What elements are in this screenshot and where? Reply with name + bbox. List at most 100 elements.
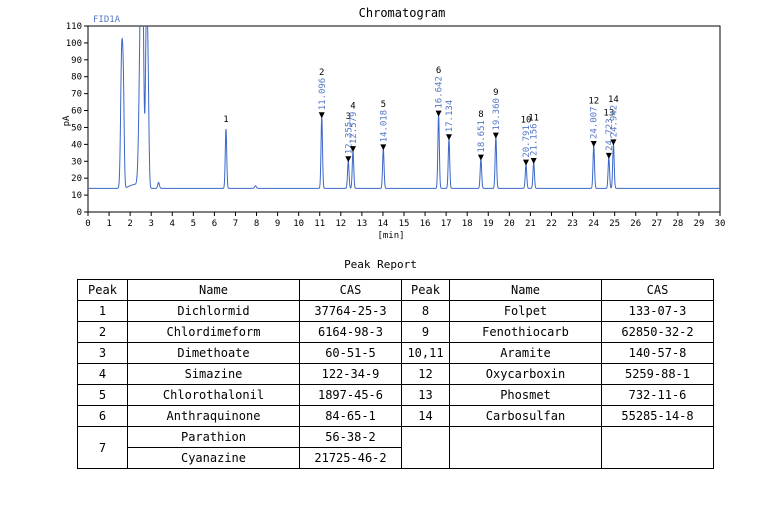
header-peak: Peak bbox=[77, 279, 128, 301]
x-tick-label: 21 bbox=[525, 219, 536, 229]
y-tick-label: 0 bbox=[77, 208, 82, 218]
y-tick-label: 90 bbox=[71, 56, 82, 66]
peak-marker bbox=[435, 110, 442, 117]
x-tick-label: 12 bbox=[335, 219, 346, 229]
x-axis-label: [min] bbox=[377, 231, 404, 241]
cell-peak: 14 bbox=[401, 405, 450, 427]
header-name-2: Name bbox=[449, 279, 602, 301]
peak-rt-label: 12.355 bbox=[344, 122, 354, 155]
peak-number-label: 2 bbox=[319, 68, 324, 78]
x-tick-label: 23 bbox=[567, 219, 578, 229]
y-tick-label: 100 bbox=[66, 39, 82, 49]
chromatogram-chart: Chromatogram FID1A 010203040506070809010… bbox=[62, 6, 725, 241]
x-tick-label: 5 bbox=[191, 219, 196, 229]
cell-cas: 732-11-6 bbox=[601, 384, 714, 406]
x-tick-label: 20 bbox=[504, 219, 515, 229]
cell-cas: 122-34-9 bbox=[299, 363, 402, 385]
peak-report-table: Peak Name CAS Peak Name CAS 1 Dichlormid… bbox=[77, 279, 714, 469]
peak-rt-label: 20.791 bbox=[522, 125, 532, 158]
plot-frame bbox=[87, 25, 721, 213]
table-row: Cyanazine 21725-46-2 bbox=[78, 447, 714, 469]
table-row: 6 Anthraquinone 84-65-1 14 Carbosulfan 5… bbox=[77, 405, 714, 427]
cell-cas: 6164-98-3 bbox=[299, 321, 402, 343]
cell-cas: 37764-25-3 bbox=[299, 300, 402, 322]
header-name: Name bbox=[127, 279, 300, 301]
peak-rt-label: 24.723 bbox=[605, 118, 615, 151]
y-tick-label: 30 bbox=[71, 157, 82, 167]
cell-cas: 56-38-2 bbox=[299, 426, 402, 448]
y-axis: 0 10 20 30 40 50 60 70 80 90 100 110 bbox=[66, 22, 88, 218]
x-tick-label: 25 bbox=[609, 219, 620, 229]
cell-peak: 8 bbox=[401, 300, 450, 322]
x-tick-label: 6 bbox=[212, 219, 217, 229]
peak-number-label: 12 bbox=[588, 97, 599, 107]
table-row: 3 Dimethoate 60-51-5 10,11 Aramite 140-5… bbox=[77, 342, 714, 364]
cell-peak: 7 bbox=[77, 426, 128, 469]
peak-number-label: 13 bbox=[603, 108, 614, 118]
cell-name: Parathion bbox=[127, 426, 300, 448]
peak-marker bbox=[445, 134, 452, 141]
cell-name: Cyanazine bbox=[127, 447, 300, 469]
peak-number-label: 9 bbox=[493, 88, 498, 98]
cell-cas: 21725-46-2 bbox=[299, 447, 402, 469]
x-tick-label: 29 bbox=[694, 219, 705, 229]
cell-peak: 3 bbox=[77, 342, 128, 364]
cell-name: Chlordimeform bbox=[127, 321, 300, 343]
peak-number-label: 10 bbox=[521, 115, 532, 125]
x-tick-label: 26 bbox=[630, 219, 641, 229]
cell-cas: 5259-88-1 bbox=[601, 363, 714, 385]
x-tick-label: 14 bbox=[378, 219, 389, 229]
trace-group bbox=[88, 26, 720, 189]
peak-number-label: 11 bbox=[528, 114, 539, 124]
x-tick-label: 24 bbox=[588, 219, 599, 229]
table-row: 1 Dichlormid 37764-25-3 8 Folpet 133-07-… bbox=[77, 300, 714, 322]
peak-rt-label: 24.942 bbox=[609, 105, 619, 138]
table-row: 7 Parathion 56-38-2 bbox=[77, 426, 714, 469]
peak-marker bbox=[522, 159, 529, 166]
y-axis-label: pA bbox=[62, 115, 72, 126]
peak-marker bbox=[477, 154, 484, 161]
x-tick-label: 15 bbox=[399, 219, 410, 229]
peak-marker bbox=[590, 141, 597, 148]
cell-peak: 4 bbox=[77, 363, 128, 385]
cell-name: Fenothiocarb bbox=[449, 321, 602, 343]
table-row: 2 Chlordimeform 6164-98-3 9 Fenothiocarb… bbox=[77, 321, 714, 343]
x-tick-label: 10 bbox=[293, 219, 304, 229]
empty-cell bbox=[601, 426, 714, 469]
cell-name: Aramite bbox=[449, 342, 602, 364]
cell-name: Carbosulfan bbox=[449, 405, 602, 427]
x-tick-label: 7 bbox=[233, 219, 238, 229]
cell-peak: 10,11 bbox=[401, 342, 450, 364]
x-tick-label: 28 bbox=[672, 219, 683, 229]
cell-peak: 12 bbox=[401, 363, 450, 385]
peak-number-label: 3 bbox=[346, 112, 351, 122]
y-tick-label: 50 bbox=[71, 123, 82, 133]
y-tick-label: 60 bbox=[71, 107, 82, 117]
cell-cas: 62850-32-2 bbox=[601, 321, 714, 343]
cell-peak: 2 bbox=[77, 321, 128, 343]
cell-cas: 84-65-1 bbox=[299, 405, 402, 427]
peak-marker bbox=[605, 152, 612, 159]
peak-rt-label: 18.651 bbox=[477, 120, 487, 153]
table-row: 5 Chlorothalonil 1897-45-6 13 Phosmet 73… bbox=[77, 384, 714, 406]
cell-name: Anthraquinone bbox=[127, 405, 300, 427]
header-cas: CAS bbox=[299, 279, 402, 301]
peak-marker bbox=[492, 132, 499, 139]
cell-name: Simazine bbox=[127, 363, 300, 385]
x-tick-label: 22 bbox=[546, 219, 557, 229]
cell-name: Dimethoate bbox=[127, 342, 300, 364]
cell-cas: 140-57-8 bbox=[601, 342, 714, 364]
peak-marker bbox=[530, 157, 537, 164]
plot-area bbox=[87, 25, 721, 213]
cell-peak: 1 bbox=[77, 300, 128, 322]
cell-name: Oxycarboxin bbox=[449, 363, 602, 385]
table-header-row: Peak Name CAS Peak Name CAS bbox=[77, 279, 714, 301]
